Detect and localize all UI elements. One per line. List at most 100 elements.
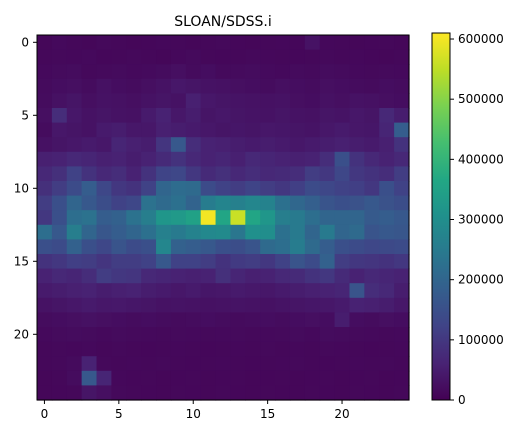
heatmap-cell bbox=[126, 283, 142, 299]
heatmap-cell bbox=[275, 166, 291, 182]
heatmap-cell bbox=[51, 224, 68, 240]
heatmap-cell bbox=[289, 181, 306, 197]
heatmap-cell bbox=[215, 385, 232, 401]
heatmap-cell bbox=[230, 341, 246, 357]
heatmap-cell bbox=[289, 137, 306, 153]
heatmap-cell bbox=[185, 78, 202, 94]
heatmap-cell bbox=[289, 254, 306, 270]
heatmap-cell bbox=[185, 122, 202, 138]
heatmap-cell bbox=[51, 93, 68, 109]
heatmap-cell bbox=[379, 137, 395, 153]
heatmap-cell bbox=[379, 341, 395, 357]
heatmap-cell bbox=[230, 49, 246, 65]
heatmap-cell bbox=[185, 195, 202, 211]
heatmap-cell bbox=[275, 385, 291, 401]
heatmap-cell bbox=[394, 35, 410, 51]
heatmap-cell bbox=[364, 327, 380, 343]
heatmap-cell bbox=[349, 370, 365, 386]
heatmap-cell bbox=[304, 356, 321, 372]
heatmap-cell bbox=[394, 297, 410, 313]
heatmap-cell bbox=[141, 49, 157, 65]
heatmap-cell bbox=[364, 268, 380, 284]
heatmap-cell bbox=[349, 64, 365, 80]
heatmap-cell bbox=[349, 254, 365, 270]
heatmap-cell bbox=[379, 356, 395, 372]
heatmap-cell bbox=[51, 49, 68, 65]
heatmap-cell bbox=[394, 224, 410, 240]
heatmap-cell bbox=[156, 181, 172, 197]
heatmap-cell bbox=[245, 210, 261, 226]
heatmap-cell bbox=[349, 93, 365, 109]
heatmap-cell bbox=[289, 122, 306, 138]
heatmap-cell bbox=[304, 122, 321, 138]
heatmap-cell bbox=[156, 370, 172, 386]
heatmap-cell bbox=[364, 137, 380, 153]
heatmap-cell bbox=[349, 341, 365, 357]
heatmap-cell bbox=[304, 283, 321, 299]
colorbar-tick-label: 300000 bbox=[458, 213, 504, 227]
heatmap-cell bbox=[200, 224, 217, 240]
heatmap-cell bbox=[364, 239, 380, 255]
heatmap-cell bbox=[230, 166, 246, 182]
heatmap-cell bbox=[304, 35, 321, 51]
heatmap-cell bbox=[156, 108, 172, 124]
heatmap-cell bbox=[170, 210, 187, 226]
heatmap-cell bbox=[349, 108, 365, 124]
x-tick-label: 5 bbox=[115, 407, 123, 421]
heatmap-cell bbox=[156, 93, 172, 109]
heatmap-cell bbox=[111, 385, 127, 401]
heatmap-cell bbox=[260, 122, 276, 138]
heatmap-cell bbox=[215, 49, 232, 65]
heatmap-cell bbox=[81, 283, 98, 299]
heatmap-cell bbox=[96, 341, 112, 357]
heatmap-cell bbox=[304, 239, 321, 255]
heatmap-cell bbox=[394, 195, 410, 211]
heatmap-cell bbox=[319, 78, 336, 94]
heatmap-cell bbox=[66, 137, 83, 153]
heatmap-cell bbox=[394, 254, 410, 270]
heatmap-cell bbox=[185, 385, 202, 401]
heatmap-cell bbox=[37, 254, 53, 270]
heatmap-cell bbox=[200, 312, 217, 328]
heatmap-cell bbox=[215, 151, 232, 167]
heatmap-cell bbox=[215, 93, 232, 109]
heatmap-cell bbox=[66, 297, 83, 313]
heatmap-cell bbox=[215, 283, 232, 299]
heatmap-cell bbox=[81, 35, 98, 51]
heatmap-cell bbox=[51, 151, 68, 167]
heatmap-cell bbox=[304, 327, 321, 343]
heatmap-cell bbox=[289, 341, 306, 357]
heatmap-cell bbox=[156, 151, 172, 167]
heatmap-cell bbox=[319, 181, 336, 197]
heatmap-cell bbox=[200, 254, 217, 270]
heatmap-cell bbox=[200, 356, 217, 372]
heatmap-cell bbox=[111, 122, 127, 138]
heatmap-cell bbox=[111, 181, 127, 197]
heatmap-cell bbox=[304, 385, 321, 401]
colorbar-tick-label: 600000 bbox=[458, 32, 504, 46]
heatmap-cell bbox=[141, 341, 157, 357]
heatmap-cell bbox=[334, 239, 351, 255]
heatmap-cell bbox=[141, 210, 157, 226]
heatmap-cell bbox=[81, 327, 98, 343]
heatmap-cell bbox=[170, 93, 187, 109]
heatmap-cell bbox=[81, 181, 98, 197]
heatmap-cell bbox=[394, 78, 410, 94]
heatmap-cell bbox=[37, 49, 53, 65]
heatmap-cell bbox=[364, 122, 380, 138]
heatmap-cell bbox=[66, 166, 83, 182]
heatmap-cell bbox=[230, 268, 246, 284]
heatmap-cell bbox=[319, 356, 336, 372]
heatmap-cell bbox=[51, 137, 68, 153]
heatmap-cell bbox=[96, 49, 112, 65]
heatmap-cell bbox=[126, 224, 142, 240]
heatmap-cell bbox=[334, 283, 351, 299]
heatmap-cell bbox=[230, 137, 246, 153]
heatmap-cell bbox=[379, 166, 395, 182]
heatmap-cell bbox=[260, 195, 276, 211]
heatmap-cell bbox=[364, 108, 380, 124]
heatmap-cell bbox=[304, 341, 321, 357]
heatmap-cell bbox=[289, 239, 306, 255]
heatmap-cell bbox=[334, 370, 351, 386]
heatmap-cell bbox=[230, 312, 246, 328]
